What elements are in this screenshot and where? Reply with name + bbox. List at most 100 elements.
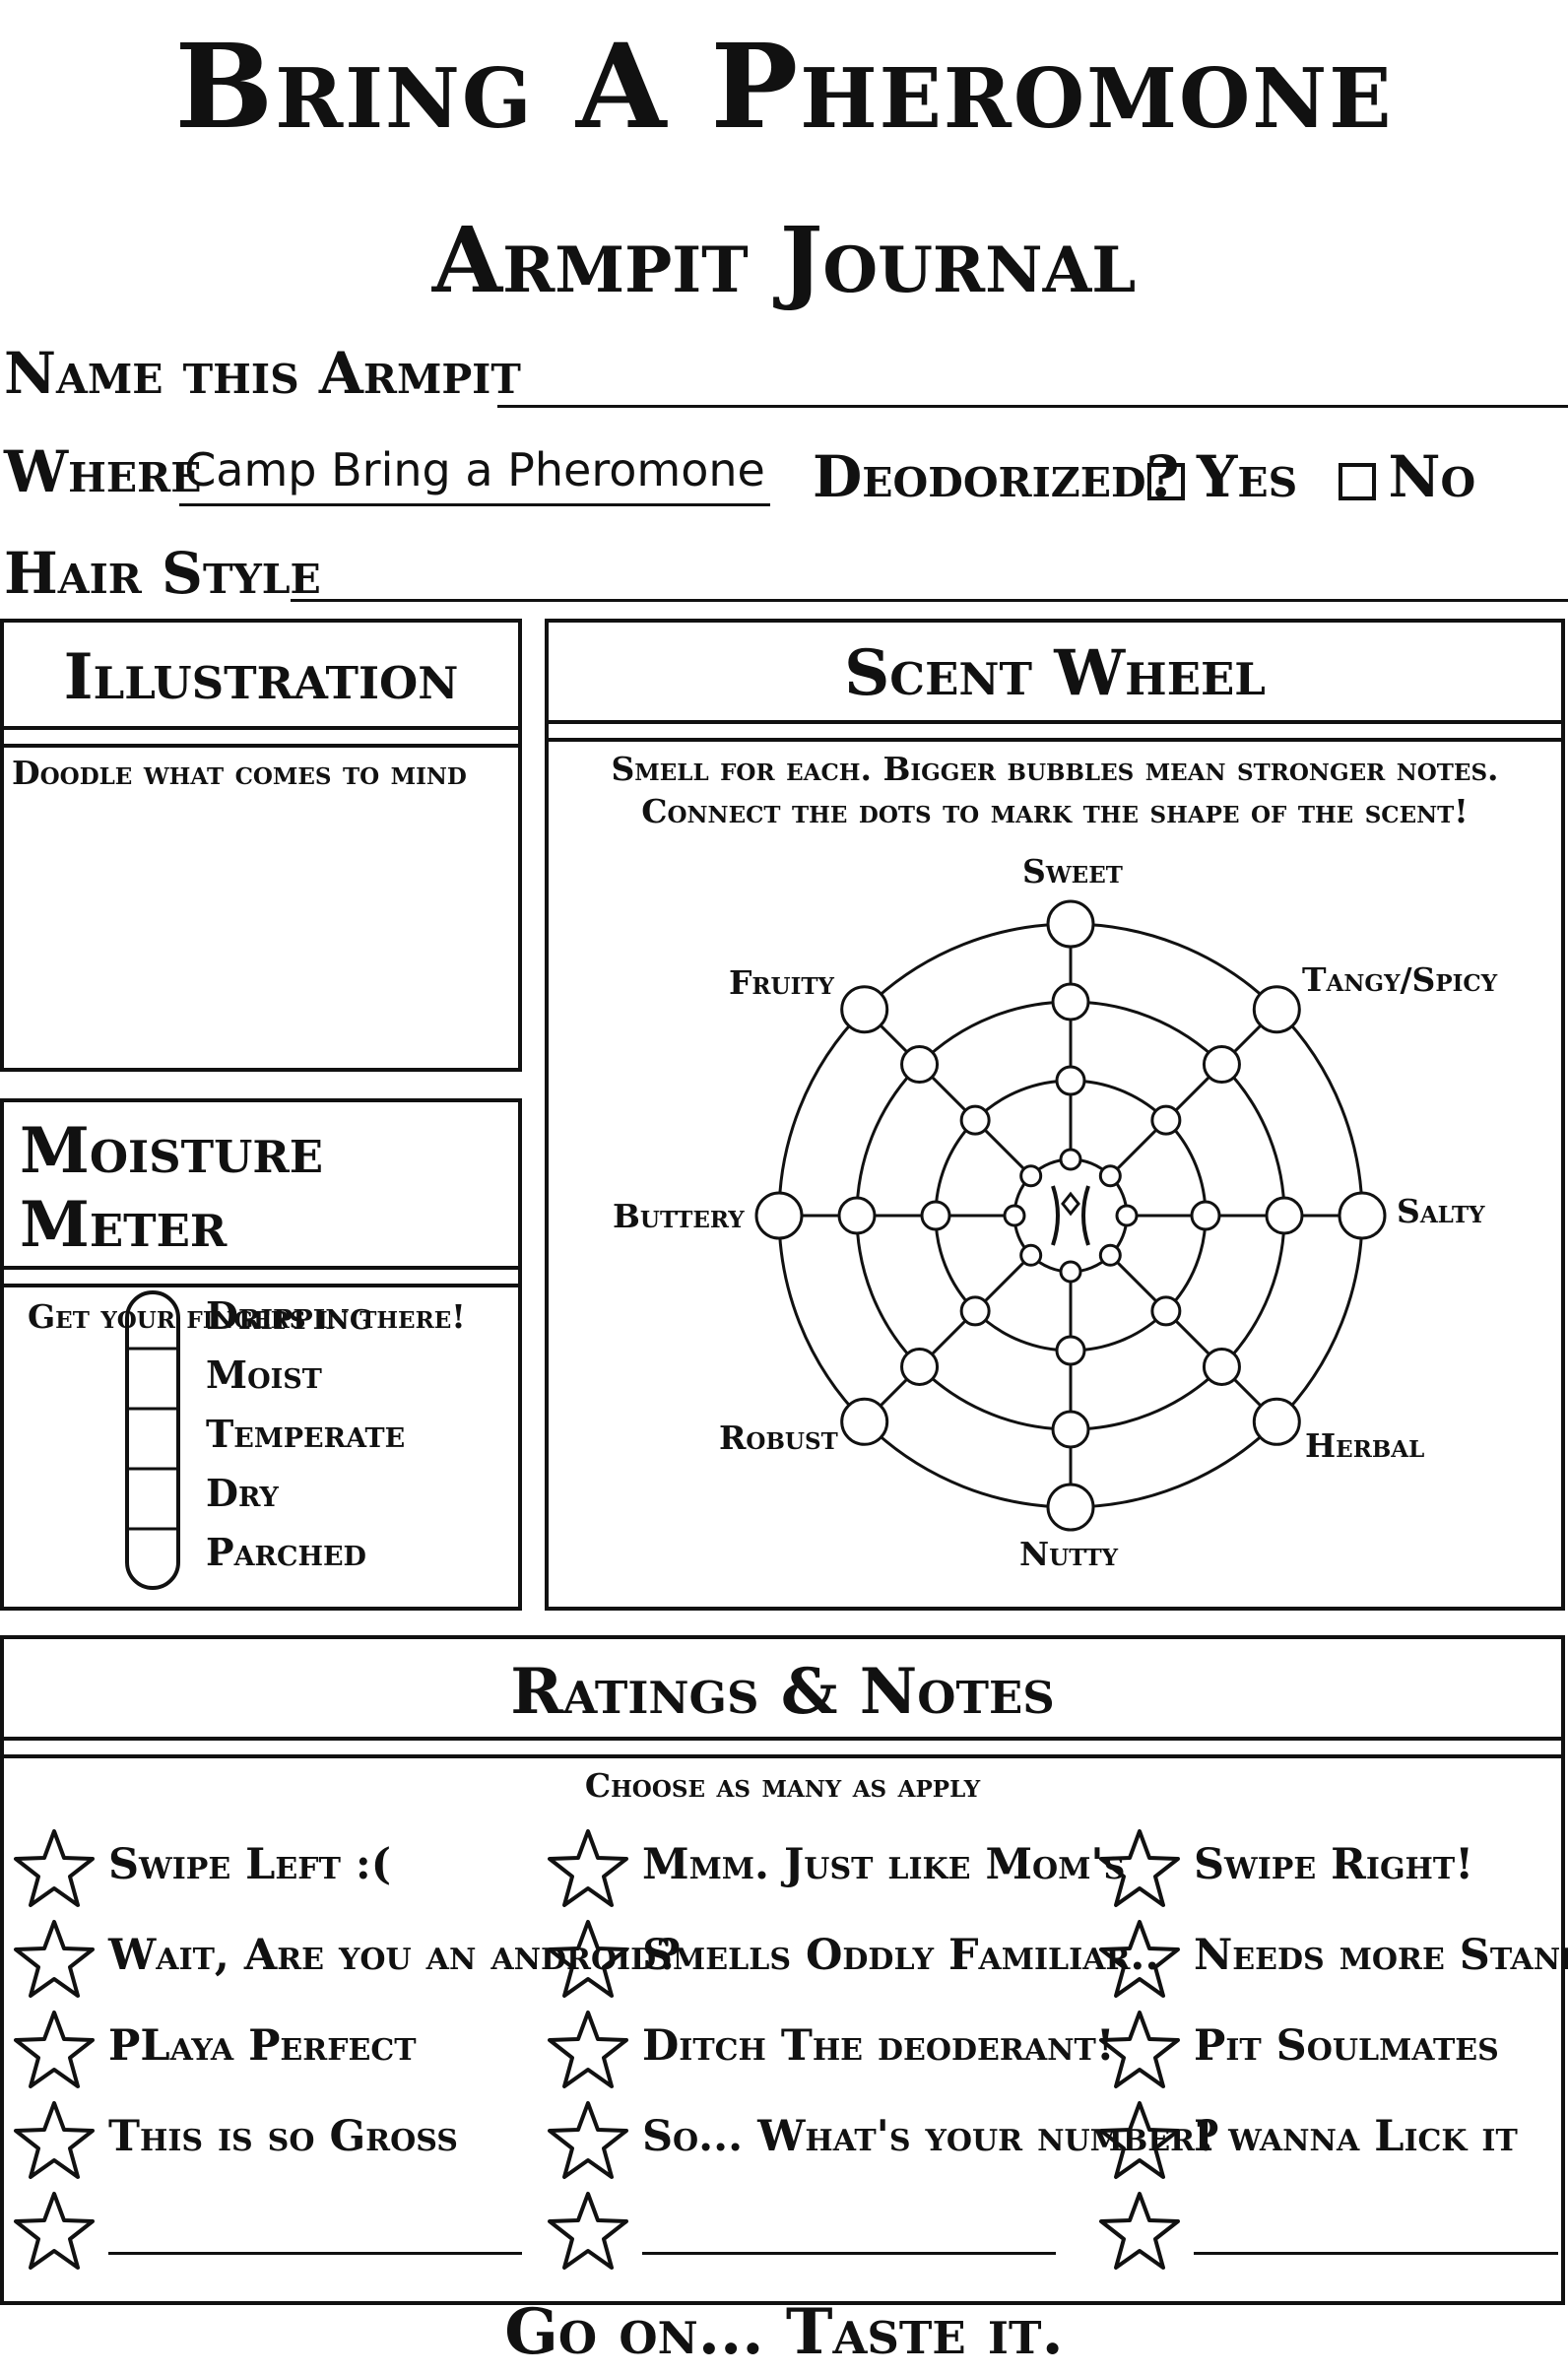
- scent-wheel-title: Scent Wheel: [844, 636, 1266, 710]
- moisture-level-dry[interactable]: Dry: [206, 1471, 279, 1515]
- moisture-level-moist[interactable]: Moist: [206, 1352, 322, 1397]
- bubble-salty-4[interactable]: [1338, 1191, 1387, 1240]
- bubble-nutty-4[interactable]: [1046, 1483, 1095, 1532]
- scent-wheel-instruction-2: Connect the dots to mark the shape of th…: [641, 792, 1469, 830]
- rating-option[interactable]: This is so Gross: [108, 2112, 458, 2161]
- no-label: No: [1388, 443, 1476, 510]
- armpit-doodle-icon: [1051, 1185, 1090, 1246]
- star-icon[interactable]: [14, 1828, 95, 1909]
- bubble-robust-4[interactable]: [840, 1397, 889, 1446]
- rating-option[interactable]: I wanna Lick it: [1194, 2112, 1518, 2161]
- star-icon[interactable]: [548, 1828, 628, 1909]
- bubble-tangy-spicy-2[interactable]: [1150, 1104, 1182, 1136]
- yes-label: Yes: [1197, 443, 1298, 510]
- note-label-buttery: Buttery: [613, 1197, 745, 1235]
- star-icon[interactable]: [548, 1919, 628, 2000]
- page-subtitle: Armpit Journal: [431, 207, 1137, 313]
- footer-text: Go on... Taste it.: [504, 2295, 1064, 2369]
- bubble-robust-2[interactable]: [959, 1295, 991, 1327]
- bubble-salty-3[interactable]: [1265, 1196, 1304, 1235]
- bubble-salty-2[interactable]: [1190, 1200, 1221, 1231]
- rating-option[interactable]: Ditch The deoderant!: [642, 2021, 1115, 2071]
- bubble-sweet-2[interactable]: [1055, 1065, 1086, 1096]
- bubble-buttery-3[interactable]: [837, 1196, 877, 1235]
- star-icon[interactable]: [14, 2191, 95, 2272]
- moisture-instruction: Get your fingers in there!: [28, 1297, 466, 1336]
- bubble-robust-3[interactable]: [900, 1347, 940, 1386]
- star-icon[interactable]: [14, 2010, 95, 2090]
- bubble-herbal-1[interactable]: [1098, 1243, 1122, 1267]
- wheel-spoke-fruity: [863, 1008, 1032, 1177]
- no-checkbox[interactable]: [1339, 463, 1377, 500]
- name-field[interactable]: [497, 404, 1568, 408]
- scent-wheel-diagram: [754, 899, 1387, 1532]
- deodorized-options: Yes No: [1147, 443, 1475, 510]
- note-label-sweet: Sweet: [1022, 852, 1123, 891]
- bubble-nutty-3[interactable]: [1051, 1410, 1090, 1449]
- bubble-nutty-2[interactable]: [1055, 1335, 1086, 1366]
- star-icon[interactable]: [548, 2100, 628, 2181]
- custom-rating-line[interactable]: [108, 2252, 522, 2255]
- rating-option[interactable]: Swipe Right!: [1194, 1840, 1474, 1889]
- bubble-robust-1[interactable]: [1019, 1243, 1043, 1267]
- star-icon[interactable]: [1099, 1919, 1180, 2000]
- rating-option[interactable]: Pit Soulmates: [1194, 2021, 1499, 2071]
- bubble-buttery-2[interactable]: [920, 1200, 951, 1231]
- moisture-level-parched[interactable]: Parched: [206, 1530, 366, 1574]
- star-icon[interactable]: [1099, 2010, 1180, 2090]
- rating-option[interactable]: Mmm. Just like Mom's: [642, 1840, 1126, 1889]
- bubble-herbal-2[interactable]: [1150, 1295, 1182, 1327]
- where-field[interactable]: Camp Bring a Pheromone: [179, 443, 770, 506]
- star-icon[interactable]: [14, 1919, 95, 2000]
- ratings-instruction: Choose as many as apply: [584, 1766, 981, 1805]
- custom-rating-line[interactable]: [1194, 2252, 1558, 2255]
- scent-wheel-instruction-1: Smell for each. Bigger bubbles mean stro…: [611, 750, 1499, 788]
- bubble-nutty-1[interactable]: [1059, 1260, 1082, 1284]
- bubble-buttery-1[interactable]: [1003, 1204, 1026, 1227]
- moisture-level-dripping[interactable]: Dripping: [206, 1293, 372, 1338]
- ratings-box: Ratings & Notes Choose as many as apply: [0, 1635, 1565, 2305]
- bubble-fruity-4[interactable]: [840, 985, 889, 1034]
- yes-checkbox[interactable]: [1147, 463, 1185, 500]
- doodle-area[interactable]: [8, 760, 514, 1062]
- bubble-tangy-spicy-3[interactable]: [1202, 1045, 1241, 1085]
- note-label-herbal: Herbal: [1305, 1426, 1425, 1465]
- bubble-herbal-4[interactable]: [1252, 1397, 1301, 1446]
- custom-rating-line[interactable]: [642, 2252, 1056, 2255]
- illustration-box: Illustration Doodle what comes to mind: [0, 619, 522, 1072]
- bubble-buttery-4[interactable]: [754, 1191, 804, 1240]
- illustration-instruction: Doodle what comes to mind: [12, 754, 467, 792]
- wheel-spoke-herbal: [1109, 1254, 1278, 1423]
- rating-option[interactable]: Swipe Left :(: [108, 1840, 392, 1889]
- bubble-tangy-spicy-4[interactable]: [1252, 985, 1301, 1034]
- bubble-fruity-1[interactable]: [1019, 1164, 1043, 1188]
- note-label-nutty: Nutty: [1019, 1535, 1119, 1573]
- star-icon[interactable]: [1099, 2100, 1180, 2181]
- moisture-meter-gauge[interactable]: [124, 1289, 183, 1595]
- star-icon[interactable]: [1099, 1828, 1180, 1909]
- bubble-salty-1[interactable]: [1115, 1204, 1139, 1227]
- where-value: Camp Bring a Pheromone: [184, 443, 765, 496]
- moisture-level-temperate[interactable]: Temperate: [206, 1412, 406, 1456]
- wheel-spoke-tangy-spicy: [1109, 1008, 1278, 1177]
- star-icon[interactable]: [1099, 2191, 1180, 2272]
- rating-option[interactable]: Needs more Stank!: [1194, 1931, 1568, 1980]
- bubble-sweet-3[interactable]: [1051, 982, 1090, 1022]
- star-icon[interactable]: [548, 2010, 628, 2090]
- page-title: Bring A Pheromone: [174, 18, 1394, 155]
- scent-wheel-box: Scent Wheel Smell for each. Bigger bubbl…: [545, 619, 1565, 1611]
- rating-option[interactable]: Smells Oddly Familiar..: [642, 1931, 1160, 1980]
- bubble-herbal-3[interactable]: [1202, 1347, 1241, 1386]
- rating-option[interactable]: PLaya Perfect: [108, 2021, 417, 2071]
- rating-option[interactable]: Wait, Are you an android?: [108, 1931, 682, 1980]
- bubble-sweet-1[interactable]: [1059, 1148, 1082, 1171]
- hair-style-field[interactable]: [291, 598, 1568, 602]
- star-icon[interactable]: [14, 2100, 95, 2181]
- star-icon[interactable]: [548, 2191, 628, 2272]
- bubble-fruity-3[interactable]: [900, 1045, 940, 1085]
- bubble-fruity-2[interactable]: [959, 1104, 991, 1136]
- diamond-icon: [1061, 1191, 1080, 1217]
- bubble-tangy-spicy-1[interactable]: [1098, 1164, 1122, 1188]
- name-label: Name this Armpit: [4, 340, 521, 407]
- bubble-sweet-4[interactable]: [1046, 899, 1095, 949]
